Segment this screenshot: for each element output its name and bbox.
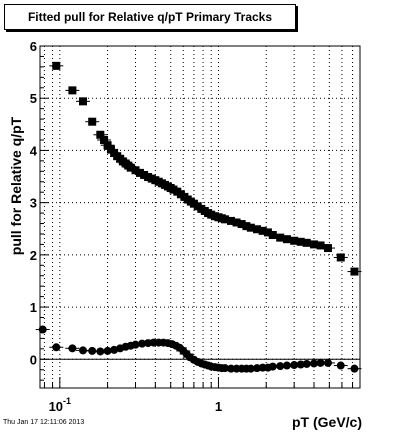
data-point-square — [68, 86, 77, 95]
data-point-circle — [336, 361, 345, 370]
data-point-circle — [296, 360, 305, 369]
data-point-square — [309, 240, 318, 249]
data-point-square — [282, 235, 291, 244]
data-point-circle — [103, 346, 112, 355]
data-point-square — [221, 215, 230, 224]
data-point-circle — [323, 358, 332, 367]
data-point-circle — [221, 364, 230, 373]
data-point-circle — [302, 359, 311, 368]
data-point-circle — [268, 362, 277, 371]
data-point-square — [268, 231, 277, 240]
chart-title: Fitted pull for Relative q/pT Primary Tr… — [27, 10, 273, 24]
data-point-square — [276, 233, 285, 242]
data-point-square — [242, 222, 251, 231]
data-point-square — [246, 223, 255, 232]
data-point-square — [350, 267, 359, 276]
series-squares — [49, 61, 362, 276]
data-point-square — [88, 117, 97, 126]
y-tick-labels: 0 1 2 3 4 5 6 — [30, 39, 38, 367]
x-tick-labels: 10-1 1 — [49, 396, 223, 414]
data-point-square — [258, 226, 267, 235]
data-point-circle — [88, 346, 97, 355]
y-tick-label: 0 — [30, 352, 37, 367]
data-point-circle — [350, 364, 359, 373]
data-point-square — [96, 130, 105, 139]
data-point-square — [131, 166, 140, 175]
y-axis-label: pull for Relative q/pT — [8, 116, 24, 255]
x-axis-label: pT (GeV/c) — [292, 414, 362, 430]
data-point-circle — [68, 344, 77, 353]
y-tick-label: 1 — [30, 300, 37, 315]
data-point-circle — [131, 340, 140, 349]
data-point-circle — [38, 325, 47, 334]
y-tick-label: 2 — [30, 248, 37, 263]
data-point-square — [253, 225, 262, 234]
data-point-square — [227, 216, 236, 225]
chart-title-box: Fitted pull for Relative q/pT Primary Tr… — [4, 4, 296, 30]
data-point-square — [103, 141, 112, 150]
data-point-square — [232, 218, 241, 227]
data-point-square — [237, 220, 246, 229]
data-point-circle — [316, 358, 325, 367]
y-tick-label: 5 — [30, 91, 37, 106]
data-point-square — [323, 244, 332, 253]
data-point-square — [79, 97, 88, 106]
axis-ticks — [40, 45, 354, 388]
data-point-circle — [282, 361, 291, 370]
plot-frame — [39, 45, 361, 389]
data-point-circle — [96, 347, 105, 356]
data-point-square — [126, 163, 135, 172]
data-point-square — [263, 228, 272, 237]
data-point-square — [316, 241, 325, 250]
data-point-square — [336, 253, 345, 262]
data-point-circle — [290, 361, 299, 370]
series-circles — [35, 325, 362, 373]
data-point-square — [290, 236, 299, 245]
timestamp-footer: Thu Jan 17 12:11:06 2013 — [3, 419, 85, 426]
x-tick-label: 1 — [215, 399, 222, 414]
y-tick-label: 4 — [30, 143, 38, 158]
data-point-circle — [52, 343, 61, 352]
data-point-square — [296, 237, 305, 246]
data-point-circle — [79, 346, 88, 355]
data-point-square — [100, 135, 109, 144]
data-point-circle — [246, 364, 255, 373]
y-tick-label: 3 — [30, 196, 37, 211]
data-point-circle — [309, 359, 318, 368]
data-point-circle — [138, 339, 147, 348]
data-point-square — [135, 168, 144, 177]
x-tick-label: 10-1 — [49, 396, 71, 414]
grid — [40, 45, 360, 388]
data-point-square — [302, 238, 311, 247]
data-point-circle — [276, 362, 285, 371]
y-tick-label: 6 — [30, 39, 37, 54]
data-point-square — [52, 61, 61, 70]
